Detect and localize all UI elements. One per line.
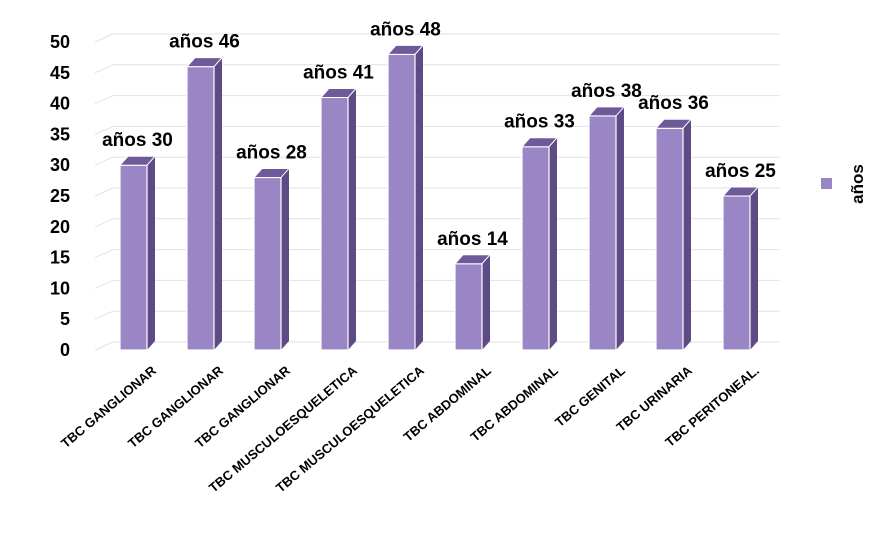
bar <box>319 87 358 351</box>
gridline-depth <box>94 341 114 351</box>
bar-side-face <box>616 106 624 350</box>
gridline-depth <box>94 125 114 135</box>
bar-top-face <box>453 254 492 265</box>
bar-front-face <box>387 53 416 351</box>
bar-front-face <box>722 195 751 351</box>
bar-side-face <box>348 88 356 350</box>
data-label: años 48 <box>370 19 441 40</box>
bar <box>520 137 559 351</box>
y-axis-tick-labels: 0 5 10 15 20 25 30 35 40 45 50 <box>50 32 70 360</box>
gridline-depth <box>94 310 114 320</box>
y-tick-label: 40 <box>50 94 70 114</box>
y-tick-label: 30 <box>50 155 70 175</box>
bar-front-face <box>186 66 215 351</box>
y-tick-label: 0 <box>60 340 70 360</box>
legend: años <box>821 164 867 204</box>
bar-top-face <box>386 44 425 55</box>
legend-swatch <box>821 178 832 189</box>
bar-side-face <box>214 57 222 350</box>
data-label: años 30 <box>102 130 173 151</box>
y-tick-label: 5 <box>60 309 70 329</box>
bar-front-face <box>253 176 282 351</box>
bar <box>185 57 224 351</box>
data-label: años 14 <box>437 229 508 250</box>
bar-side-face <box>281 168 289 350</box>
bar-top-face <box>587 106 626 117</box>
gridline-depth <box>94 33 114 43</box>
gridline-depth <box>94 249 114 259</box>
bars <box>118 44 760 351</box>
data-label: años 36 <box>638 93 709 114</box>
data-label: años 28 <box>236 143 307 164</box>
gridline-depth <box>94 64 114 74</box>
bar-top-face <box>520 137 559 148</box>
bar-front-face <box>454 263 483 351</box>
bar <box>118 155 157 351</box>
bar-top-face <box>185 57 224 68</box>
bar-front-face <box>119 164 148 351</box>
bar-top-face <box>654 118 693 129</box>
bar <box>654 118 693 351</box>
bar-top-face <box>721 186 760 197</box>
bar-top-face <box>319 87 358 98</box>
bar-front-face <box>521 146 550 351</box>
data-labels: años 30 años 46 años 28 años 41 años 48 años … <box>102 19 776 249</box>
bar-side-face <box>683 119 691 351</box>
data-label: años 33 <box>504 112 575 133</box>
bar <box>453 254 492 351</box>
y-tick-label: 25 <box>50 186 70 206</box>
bar-top-face <box>118 155 157 166</box>
bar-side-face <box>750 187 758 350</box>
bar-front-face <box>320 96 349 351</box>
data-label: años 38 <box>571 81 642 102</box>
bar-top-face <box>252 168 291 179</box>
bar-side-face <box>482 254 490 350</box>
y-tick-label: 45 <box>50 63 70 83</box>
bar-front-face <box>588 115 617 351</box>
bar-front-face <box>655 127 684 351</box>
bar <box>386 44 425 351</box>
y-tick-label: 20 <box>50 217 70 237</box>
gridline-depth <box>94 156 114 166</box>
y-tick-label: 10 <box>50 278 70 298</box>
gridline-depth <box>94 279 114 289</box>
data-label: años 41 <box>303 62 374 83</box>
gridline-depth <box>94 187 114 197</box>
legend-label: años <box>848 164 867 204</box>
data-label: años 25 <box>705 161 776 182</box>
y-tick-label: 35 <box>50 124 70 144</box>
bar <box>721 186 760 351</box>
bar <box>252 168 291 351</box>
bar-side-face <box>415 45 423 350</box>
data-label: años 46 <box>169 32 240 53</box>
bar-side-face <box>549 137 557 350</box>
y-tick-label: 15 <box>50 248 70 268</box>
bar-side-face <box>147 156 155 350</box>
bar <box>587 106 626 351</box>
y-tick-label: 50 <box>50 32 70 52</box>
gridline-depth <box>94 218 114 228</box>
gridline-depth <box>94 95 114 105</box>
